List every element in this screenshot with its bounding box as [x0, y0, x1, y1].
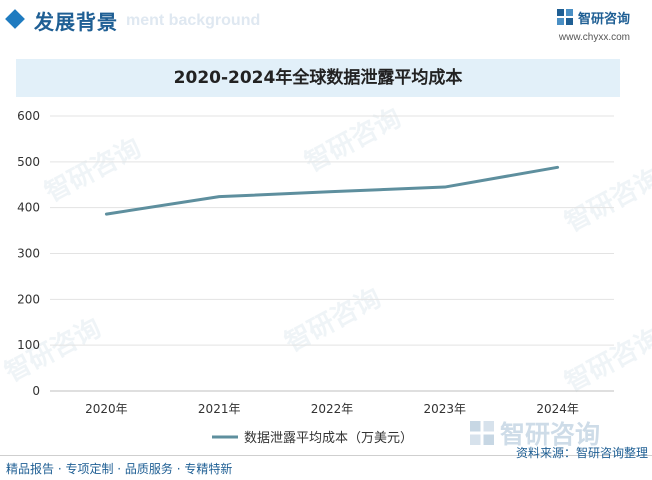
y-tick-label: 600 [17, 109, 40, 123]
line-chart: 0 100 200 300 400 500 600 2020年 2021年 2022年 2023年… [17, 109, 614, 446]
data-source: 资料来源：智研咨询整理 [515, 446, 648, 460]
x-tick-label: 2022年 [311, 402, 354, 416]
header: ment background 发展背景 智研咨询 www.chyxx.com [0, 0, 652, 50]
y-tick-label: 500 [17, 155, 40, 169]
logo-text: 智研咨询 [577, 11, 630, 27]
website: www.chyxx.com [558, 32, 630, 43]
y-tick-label: 300 [17, 247, 40, 261]
y-tick-label: 400 [17, 201, 40, 215]
y-tick-label: 0 [32, 384, 40, 398]
series-lines [104, 165, 560, 216]
x-tick-label: 2021年 [198, 402, 241, 416]
section-ghost-text: ment background [126, 12, 261, 29]
x-tick-label: 2024年 [536, 402, 579, 416]
series-line [104, 165, 560, 216]
x-tick-label: 2020年 [85, 402, 128, 416]
footer: 精品报告 · 专项定制 · 品质服务 · 专精特新 资料来源：智研咨询整理 [0, 446, 652, 480]
y-tick-label: 200 [17, 292, 40, 306]
logo: 智研咨询 [556, 7, 630, 27]
logo-icon [556, 9, 573, 25]
x-tick-label: 2023年 [424, 402, 467, 416]
section-title: 发展背景 [34, 10, 118, 34]
x-axis-labels: 2020年 2021年 2022年 2023年 2024年 [85, 402, 579, 416]
grid-lines [50, 115, 614, 392]
chart-title: 2020-2024年全球数据泄露平均成本 [173, 68, 463, 88]
y-axis-labels: 0 100 200 300 400 500 600 [17, 109, 40, 398]
legend: 数据泄露平均成本（万美元） [212, 431, 413, 446]
chart-title-bar: 2020-2024年全球数据泄露平均成本 [16, 59, 620, 97]
diamond-icon [5, 9, 25, 29]
footer-slogan: 精品报告 · 专项定制 · 品质服务 · 专精特新 [6, 462, 233, 476]
legend-label: 数据泄露平均成本（万美元） [244, 431, 413, 446]
y-tick-label: 100 [17, 338, 40, 352]
